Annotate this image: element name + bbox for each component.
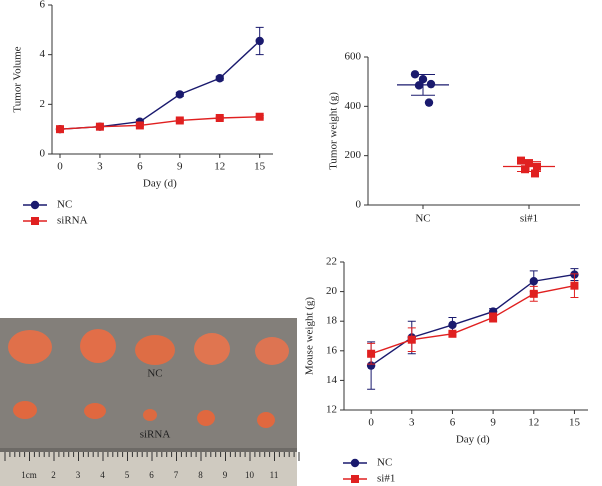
- ruler-label: 8: [198, 470, 203, 480]
- x-axis-label: Day (d): [143, 178, 177, 190]
- x-tick-label: 15: [254, 161, 266, 173]
- tumor-photo: NC siRNA 1cm 2 3 4 5 6 7 8 9 10 11: [0, 318, 300, 486]
- marker: [215, 113, 224, 122]
- y-tick-label: 200: [345, 149, 362, 161]
- x-tick-label: 9: [177, 161, 183, 173]
- y-tick-label: 4: [40, 48, 46, 60]
- y-tick-label: 16: [326, 344, 338, 356]
- y-tick-label: 400: [345, 100, 362, 112]
- x-tick-label: 6: [450, 417, 456, 429]
- ruler-scale: 1cm 2 3 4 5 6 7 8 9 10 11: [4, 452, 300, 480]
- photo-label: NC: [147, 368, 162, 380]
- y-tick-label: 0: [356, 199, 362, 211]
- ruler-label: 10: [245, 470, 255, 480]
- marker: [529, 277, 538, 286]
- legend-marker: [351, 475, 359, 483]
- y-axis-label: Mouse weight (g): [304, 297, 316, 376]
- marker: [367, 349, 376, 358]
- marker: [489, 313, 498, 322]
- legend-marker: [30, 200, 40, 210]
- x-tick-label: NC: [415, 213, 430, 225]
- marker: [448, 329, 457, 338]
- tumor: [80, 329, 116, 363]
- marker: [448, 320, 457, 330]
- tumor: [8, 330, 52, 364]
- x-tick-label: si#1: [520, 213, 538, 225]
- line: [59, 40, 261, 130]
- ruler-label: 4: [100, 470, 105, 480]
- ruler-label: 3: [76, 470, 81, 480]
- legend-label: NC: [57, 199, 72, 211]
- tumor: [257, 412, 275, 428]
- line: [370, 273, 575, 367]
- marker: [426, 79, 436, 89]
- line: [59, 116, 260, 130]
- marker: [529, 289, 538, 298]
- x-tick-label: 15: [569, 417, 581, 429]
- marker: [521, 165, 529, 174]
- marker: [570, 281, 579, 290]
- x-tick-label: 12: [214, 161, 225, 173]
- legend-label: NC: [377, 457, 392, 469]
- y-tick-label: 0: [40, 148, 46, 160]
- marker: [531, 169, 539, 178]
- marker: [407, 335, 416, 344]
- y-tick-label: 2: [40, 98, 46, 110]
- y-tick-label: 14: [326, 374, 338, 386]
- tumor: [197, 410, 215, 426]
- marker: [175, 90, 185, 99]
- marker: [135, 121, 144, 130]
- y-tick-label: 20: [326, 285, 338, 297]
- marker: [424, 98, 434, 107]
- line: [370, 284, 575, 355]
- ruler-label: 1cm: [21, 470, 37, 480]
- y-tick-label: 18: [326, 315, 338, 327]
- x-tick-label: 0: [368, 417, 374, 429]
- legend-label: si#1: [377, 473, 395, 485]
- x-tick-label: 3: [97, 161, 103, 173]
- marker: [95, 122, 104, 131]
- marker: [366, 361, 376, 370]
- tumor: [13, 401, 37, 419]
- y-tick-label: 12: [326, 404, 337, 416]
- tumor: [194, 333, 230, 365]
- marker: [55, 125, 64, 134]
- x-tick-label: 6: [137, 161, 143, 173]
- ruler: [0, 452, 297, 486]
- ruler-label: 9: [223, 470, 228, 480]
- ruler-label: 2: [51, 470, 56, 480]
- marker: [517, 156, 525, 165]
- ruler-label: 11: [270, 470, 279, 480]
- x-tick-label: 12: [528, 417, 539, 429]
- x-tick-label: 0: [57, 161, 63, 173]
- photo-label: siRNA: [140, 429, 171, 441]
- legend-label: siRNA: [57, 215, 88, 227]
- tumor: [84, 403, 106, 419]
- legend-marker: [31, 217, 39, 225]
- sd-bar: [517, 161, 541, 172]
- x-tick-label: 9: [490, 417, 496, 429]
- marker: [215, 74, 224, 83]
- ruler-label: 7: [174, 470, 179, 480]
- ruler-label: 6: [149, 470, 154, 480]
- sd-bar: [411, 74, 435, 96]
- y-axis-label: Tumor Volume: [12, 46, 24, 112]
- x-tick-label: 3: [409, 417, 415, 429]
- tumor: [255, 337, 289, 365]
- y-tick-label: 6: [40, 0, 46, 11]
- marker: [255, 36, 264, 46]
- tumor: [135, 335, 175, 365]
- ruler-label: 5: [125, 470, 130, 480]
- marker: [175, 116, 184, 125]
- tumor: [143, 409, 157, 421]
- y-tick-label: 22: [326, 256, 337, 268]
- y-axis-label: Tumor weight (g): [328, 92, 340, 170]
- y-tick-label: 600: [345, 51, 362, 63]
- marker: [255, 112, 264, 121]
- legend-marker: [350, 458, 360, 468]
- x-axis-label: Day (d): [456, 434, 490, 446]
